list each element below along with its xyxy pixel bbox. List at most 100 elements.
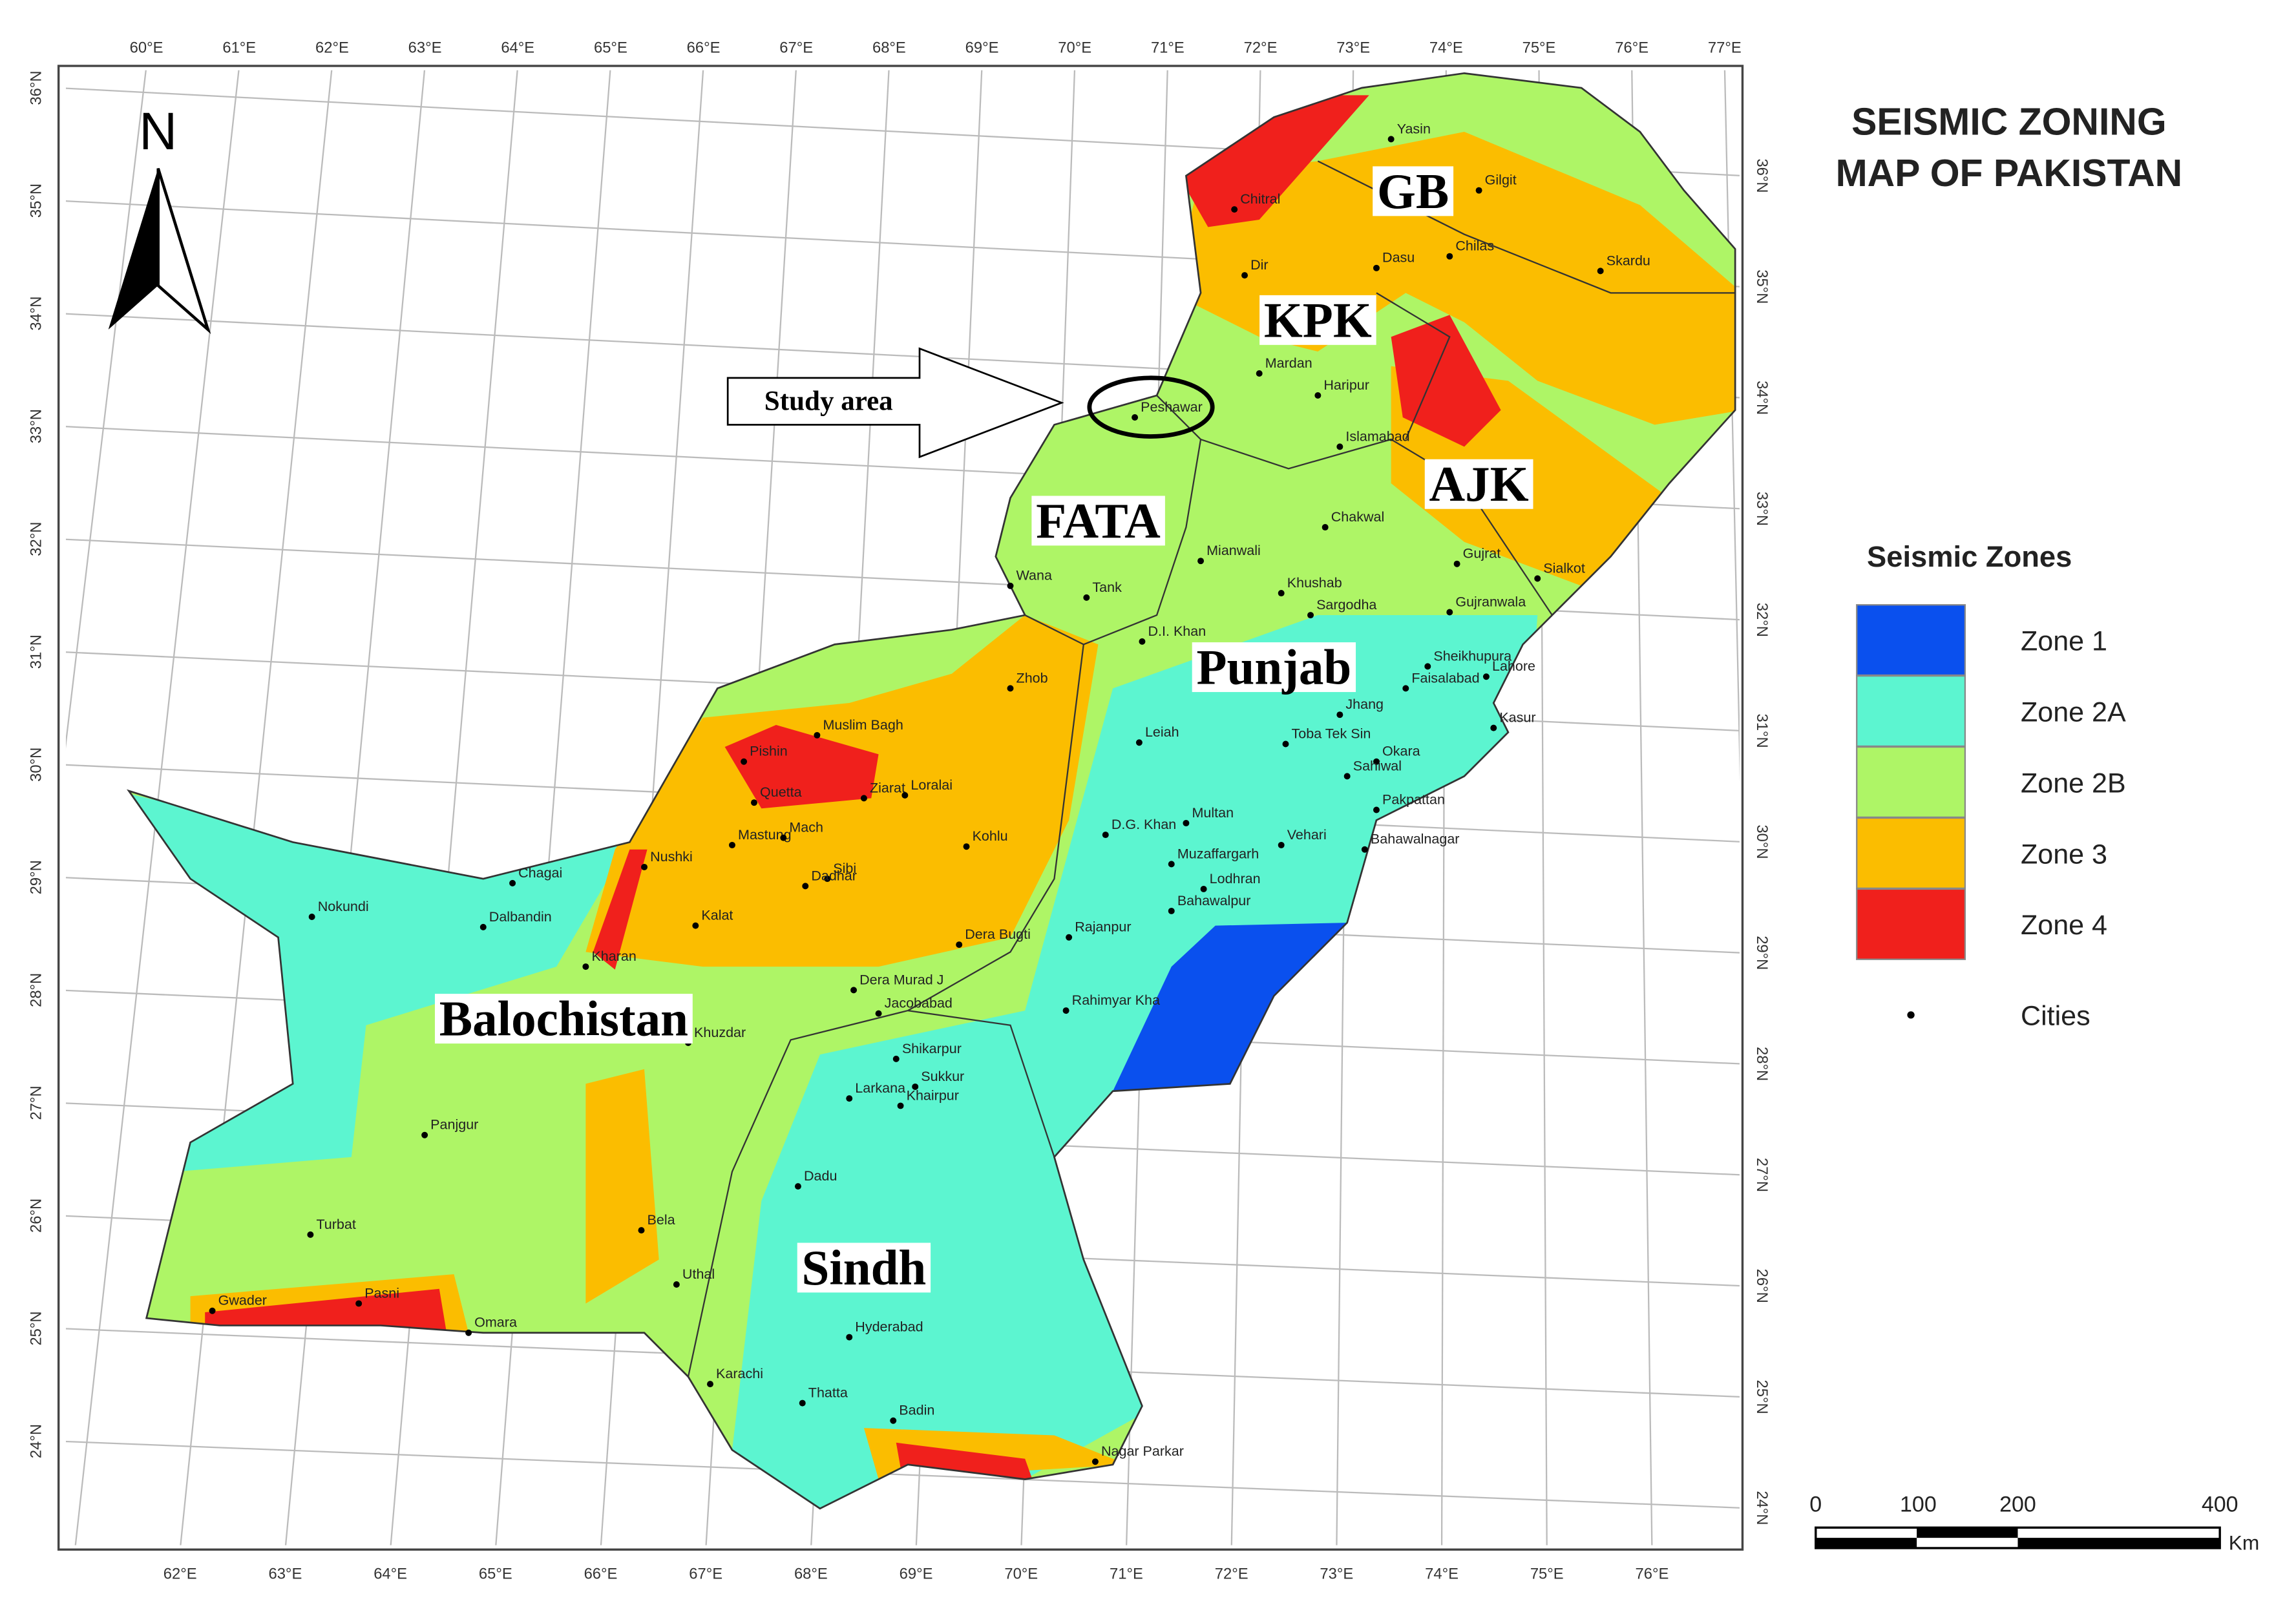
city-dot [1062,1007,1069,1014]
city-label: Chakwal [1331,509,1385,525]
city-label: Khuzdar [694,1025,746,1040]
city-dot [1475,187,1482,194]
city-label: Okara [1382,744,1420,759]
city-dot [897,1102,904,1109]
city-dot [1256,370,1263,377]
province-border [1083,395,1202,645]
city-dot [1307,612,1314,619]
province-label-box [1424,459,1533,509]
city-dot [1231,206,1238,213]
grid-label-top: 67°E [779,39,813,57]
city-dot [956,941,963,948]
north-label: N [139,102,177,161]
province-label-box [1031,496,1165,546]
city-label: Kalat [701,908,733,923]
city-label: Dadu [804,1168,837,1184]
city-label: Dalbandin [489,909,552,925]
city-label: Thatta [808,1385,848,1401]
grid-label-left: 28°N [27,973,45,1007]
city-dot [706,1381,713,1388]
grid-label-top: 72°E [1244,39,1278,57]
city-dot [780,834,787,841]
city-dot [1183,819,1190,826]
grid-label-left: 36°N [27,70,45,105]
city-label: Muslim Bagh [823,717,903,733]
grid-label-top: 63°E [408,39,442,57]
grid-label-bottom: 64°E [374,1566,407,1583]
grid-label-right: 26°N [1753,1269,1771,1303]
city-label: Pishin [750,744,788,759]
city-dot [509,879,516,886]
city-label: Uthal [682,1266,715,1282]
city-label: Nushki [650,849,693,865]
legend-swatch [1856,604,1966,676]
city-label: Sheikhupura [1433,648,1511,664]
city-dot [1343,773,1351,780]
legend: Zone 1 Zone 2A Zone 2B Zone 3 Zone 4 [1856,604,2126,960]
city-label: Yasin [1397,121,1431,136]
legend-swatch [1856,675,1966,748]
map-frame [57,65,1744,1551]
city-label: Gujranwala [1455,594,1526,609]
city-dot [794,1183,801,1190]
city-dot [1373,758,1380,765]
grid-label-right: 32°N [1753,603,1771,637]
city-dot [1135,739,1143,746]
grid-label-bottom: 74°E [1425,1566,1459,1583]
city-dot [741,758,748,765]
grid-label-bottom: 62°E [163,1566,197,1583]
grid-label-top: 73°E [1336,39,1370,57]
city-dot [1373,264,1380,271]
city-dot [850,987,858,994]
city-dot [1314,392,1322,399]
grid-label-left: 31°N [27,634,45,669]
city-label: Kharan [591,948,636,964]
city-dot [673,1281,680,1288]
grid-label-left: 35°N [27,183,45,218]
city-dot [1197,558,1205,565]
city-label: Bela [648,1212,675,1228]
province-label-box [797,1242,931,1293]
province-border [907,1009,1055,1158]
province-border [1200,438,1553,616]
city-dot [1066,934,1073,941]
city-dot [875,1010,882,1017]
city-label: Rahimyar Kha [1072,992,1160,1008]
city-label: Hyderabad [855,1319,923,1335]
grid-label-right: 31°N [1753,714,1771,748]
city-label: Turbat [316,1217,355,1232]
city-dot [750,799,757,806]
city-label: Islamabad [1345,428,1409,444]
province-label-box [434,994,693,1044]
scale-bar [1815,1526,2221,1549]
city-label: Quetta [760,784,802,800]
city-label: Bahawalpur [1177,893,1251,908]
scale-label: 0 [1809,1492,1822,1516]
legend-label: Zone 1 [2021,625,2107,656]
province-border [687,1009,909,1378]
city-label: Khushab [1287,575,1342,591]
grid-label-left: 33°N [27,409,45,443]
city-label: D.I. Khan [1148,624,1206,639]
study-area-label: Study area [764,386,893,417]
city-label: Chilas [1455,238,1494,254]
province-label-box [1259,295,1376,345]
labels: 60°E 61°E 62°E 63°E 64°E 65°E 66°E 67°E 68°E 69°E… [27,39,1771,1583]
city-label: Kohlu [973,828,1008,844]
city-label: Loralai [911,777,953,793]
grid-label-right: 35°N [1753,269,1771,304]
city-label: Khairpur [907,1087,959,1103]
province-borders [687,160,1736,1378]
grid-label-top: 75°E [1522,39,1556,57]
city-dot [1336,443,1343,450]
city-dot [824,875,831,883]
legend-label: Zone 2B [2021,768,2126,799]
grid-label-top: 66°E [687,39,721,57]
city-label: Kasur [1499,710,1535,726]
city-dot [355,1300,363,1307]
city-label: Lodhran [1210,871,1261,886]
scale-label: 400 [2202,1492,2238,1516]
north-arrow [156,168,211,335]
city-dot [901,791,909,799]
